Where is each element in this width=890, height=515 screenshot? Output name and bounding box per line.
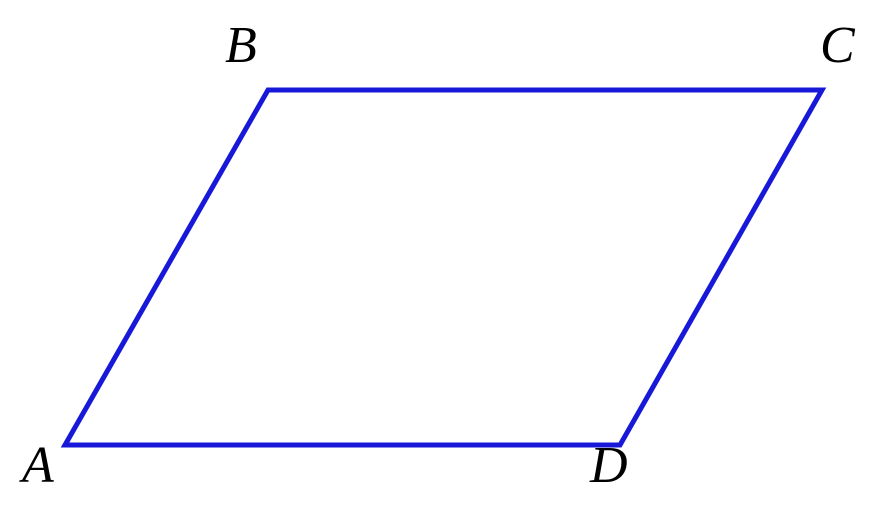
vertex-label-c: C [820,20,855,72]
parallelogram-shape [65,90,822,445]
parallelogram-svg [0,0,890,515]
vertex-label-b: B [225,20,257,72]
vertex-label-a: A [22,440,54,492]
vertex-label-d: D [590,440,628,492]
